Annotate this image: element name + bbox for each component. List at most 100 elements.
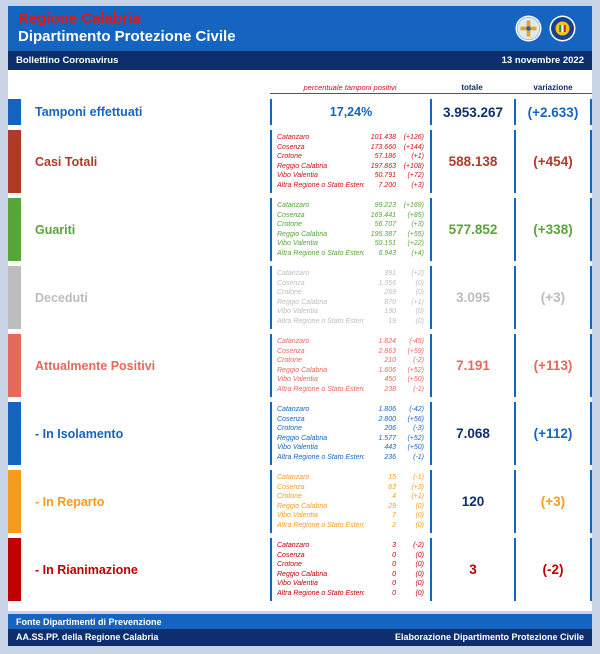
province-variation: (-2) — [413, 357, 424, 364]
province-variation: (+1) — [411, 153, 424, 160]
province-name: Cosenza — [277, 211, 305, 219]
province-variation: (+2) — [411, 270, 424, 277]
province-line: Cosenza 169.441 (+85) — [277, 211, 424, 221]
row-color-bar — [8, 402, 21, 465]
province-value: 0 — [392, 551, 396, 559]
province-value: 197.863 — [370, 162, 396, 170]
header: Regione Calabria Dipartimento Protezione… — [8, 6, 592, 51]
province-name: Vibo Valentia — [277, 240, 318, 247]
province-value: 19 — [388, 317, 396, 325]
province-variation: (0) — [415, 561, 424, 568]
header-titles: Regione Calabria Dipartimento Protezione… — [18, 10, 236, 46]
province-value: 391 — [384, 270, 396, 277]
province-variation: (-1) — [413, 474, 424, 481]
province-name: Catanzaro — [277, 202, 310, 209]
province-name: Catanzaro — [277, 270, 310, 277]
province-variation: (+169) — [403, 202, 424, 209]
footer-source-line2: AA.SS.PP. della Regione Calabria — [16, 632, 159, 642]
province-line: Crotone 0 (0) — [277, 560, 424, 570]
province-name: Vibo Valentia — [277, 308, 318, 315]
province-name: Altra Regione o Stato Estero — [277, 453, 364, 461]
province-line: Altra Regione o Stato Estero 6.943 (+4) — [277, 249, 424, 259]
province-line: Catanzaro 15 (-1) — [277, 473, 424, 483]
province-value: 2 — [392, 521, 396, 529]
province-name: Altra Regione o Stato Estero — [277, 521, 364, 529]
province-value: 443 — [384, 444, 396, 451]
province-name: Vibo Valentia — [277, 444, 318, 451]
province-line: Altra Regione o Stato Estero 238 (-1) — [277, 385, 424, 395]
province-line: Cosenza 2.863 (+59) — [277, 347, 424, 357]
province-line: Vibo Valentia 7 (0) — [277, 511, 424, 521]
province-variation: (+3) — [411, 181, 424, 189]
province-name: Crotone — [277, 153, 302, 160]
province-line: Vibo Valentia 50.791 (+72) — [277, 171, 424, 181]
province-value: 50.791 — [374, 172, 396, 179]
province-value: 7.200 — [378, 181, 396, 189]
province-variation: (+52) — [407, 434, 424, 442]
province-line: Altra Regione o Stato Estero 236 (-1) — [277, 453, 424, 463]
province-value: 236 — [384, 453, 396, 461]
footer-elaboration: Elaborazione Dipartimento Protezione Civ… — [394, 632, 584, 642]
province-variation: (0) — [415, 589, 424, 597]
province-name: Altra Regione o Stato Estero — [277, 249, 364, 257]
row-deceduti: Deceduti Catanzaro 391 (+2) Cosenza 1.356 (0… — [8, 266, 592, 329]
province-value: 3 — [392, 542, 396, 549]
province-variation: (+59) — [407, 347, 424, 355]
province-value: 2.863 — [378, 347, 396, 355]
row-total: 7.068 — [430, 402, 514, 465]
province-variation: (+50) — [407, 376, 424, 383]
province-value: 101.438 — [370, 134, 396, 141]
row-label: Tamponi effettuati — [35, 105, 143, 119]
province-name: Catanzaro — [277, 406, 310, 413]
province-variation: (+55) — [407, 230, 424, 238]
calabria-logo-icon — [515, 15, 542, 41]
province-variation: (+50) — [407, 444, 424, 451]
province-line: Vibo Valentia 0 (0) — [277, 579, 424, 589]
province-line: Catanzaro 1.806 (-42) — [277, 405, 424, 415]
province-line: Altra Regione o Stato Estero 0 (0) — [277, 589, 424, 599]
row-color-bar — [8, 266, 21, 329]
province-line: Reggio Calabria 195.387 (+55) — [277, 230, 424, 240]
row-label: Attualmente Positivi — [35, 358, 156, 373]
province-breakdown: Catanzaro 1.824 (-45) Cosenza 2.863 (+59) Cr… — [270, 334, 430, 397]
province-variation: (0) — [415, 502, 424, 510]
region-title: Regione Calabria — [18, 10, 141, 27]
province-variation: (+85) — [407, 211, 424, 219]
province-name: Crotone — [277, 493, 302, 500]
province-variation: (+1) — [411, 298, 424, 306]
row-label: Deceduti — [35, 290, 88, 305]
province-line: Reggio Calabria 197.863 (+108) — [277, 162, 424, 172]
province-name: Reggio Calabria — [277, 230, 328, 238]
province-variation: (0) — [415, 551, 424, 559]
province-value: 2.800 — [378, 415, 396, 423]
province-value: 169.441 — [370, 211, 396, 219]
row-total: 3.953.267 — [430, 99, 514, 125]
column-header-detail: percentuale tamponi positivi — [270, 83, 430, 94]
province-value: 29 — [388, 502, 396, 510]
row-color-bar — [8, 334, 21, 397]
row-color-bar — [8, 130, 21, 193]
subheader-bar: Bollettino Coronavirus 13 novembre 2022 — [8, 51, 592, 70]
row-label: - In Isolamento — [35, 426, 124, 441]
province-line: Cosenza 63 (+3) — [277, 483, 424, 493]
province-variation: (+4) — [411, 249, 424, 257]
province-value: 210 — [384, 357, 396, 364]
province-value: 269 — [384, 289, 396, 296]
province-line: Crotone 269 (0) — [277, 288, 424, 298]
province-value: 4 — [392, 493, 396, 500]
province-variation: (+52) — [407, 366, 424, 374]
row-total: 7.191 — [430, 334, 514, 397]
footer: Fonte Dipartimenti di Prevenzione AA.SS.… — [8, 614, 592, 646]
province-name: Reggio Calabria — [277, 502, 328, 510]
province-value: 6.943 — [378, 249, 396, 257]
province-name: Vibo Valentia — [277, 376, 318, 383]
row-label: Guariti — [35, 222, 76, 237]
province-value: 238 — [384, 385, 396, 393]
province-line: Catanzaro 99.223 (+169) — [277, 201, 424, 211]
column-header-variation: variazione — [514, 83, 592, 94]
province-value: 15 — [388, 474, 396, 481]
row-variation: (+112) — [514, 402, 592, 465]
province-value: 0 — [392, 570, 396, 578]
province-line: Catanzaro 101.438 (+126) — [277, 133, 424, 143]
province-name: Crotone — [277, 357, 302, 364]
